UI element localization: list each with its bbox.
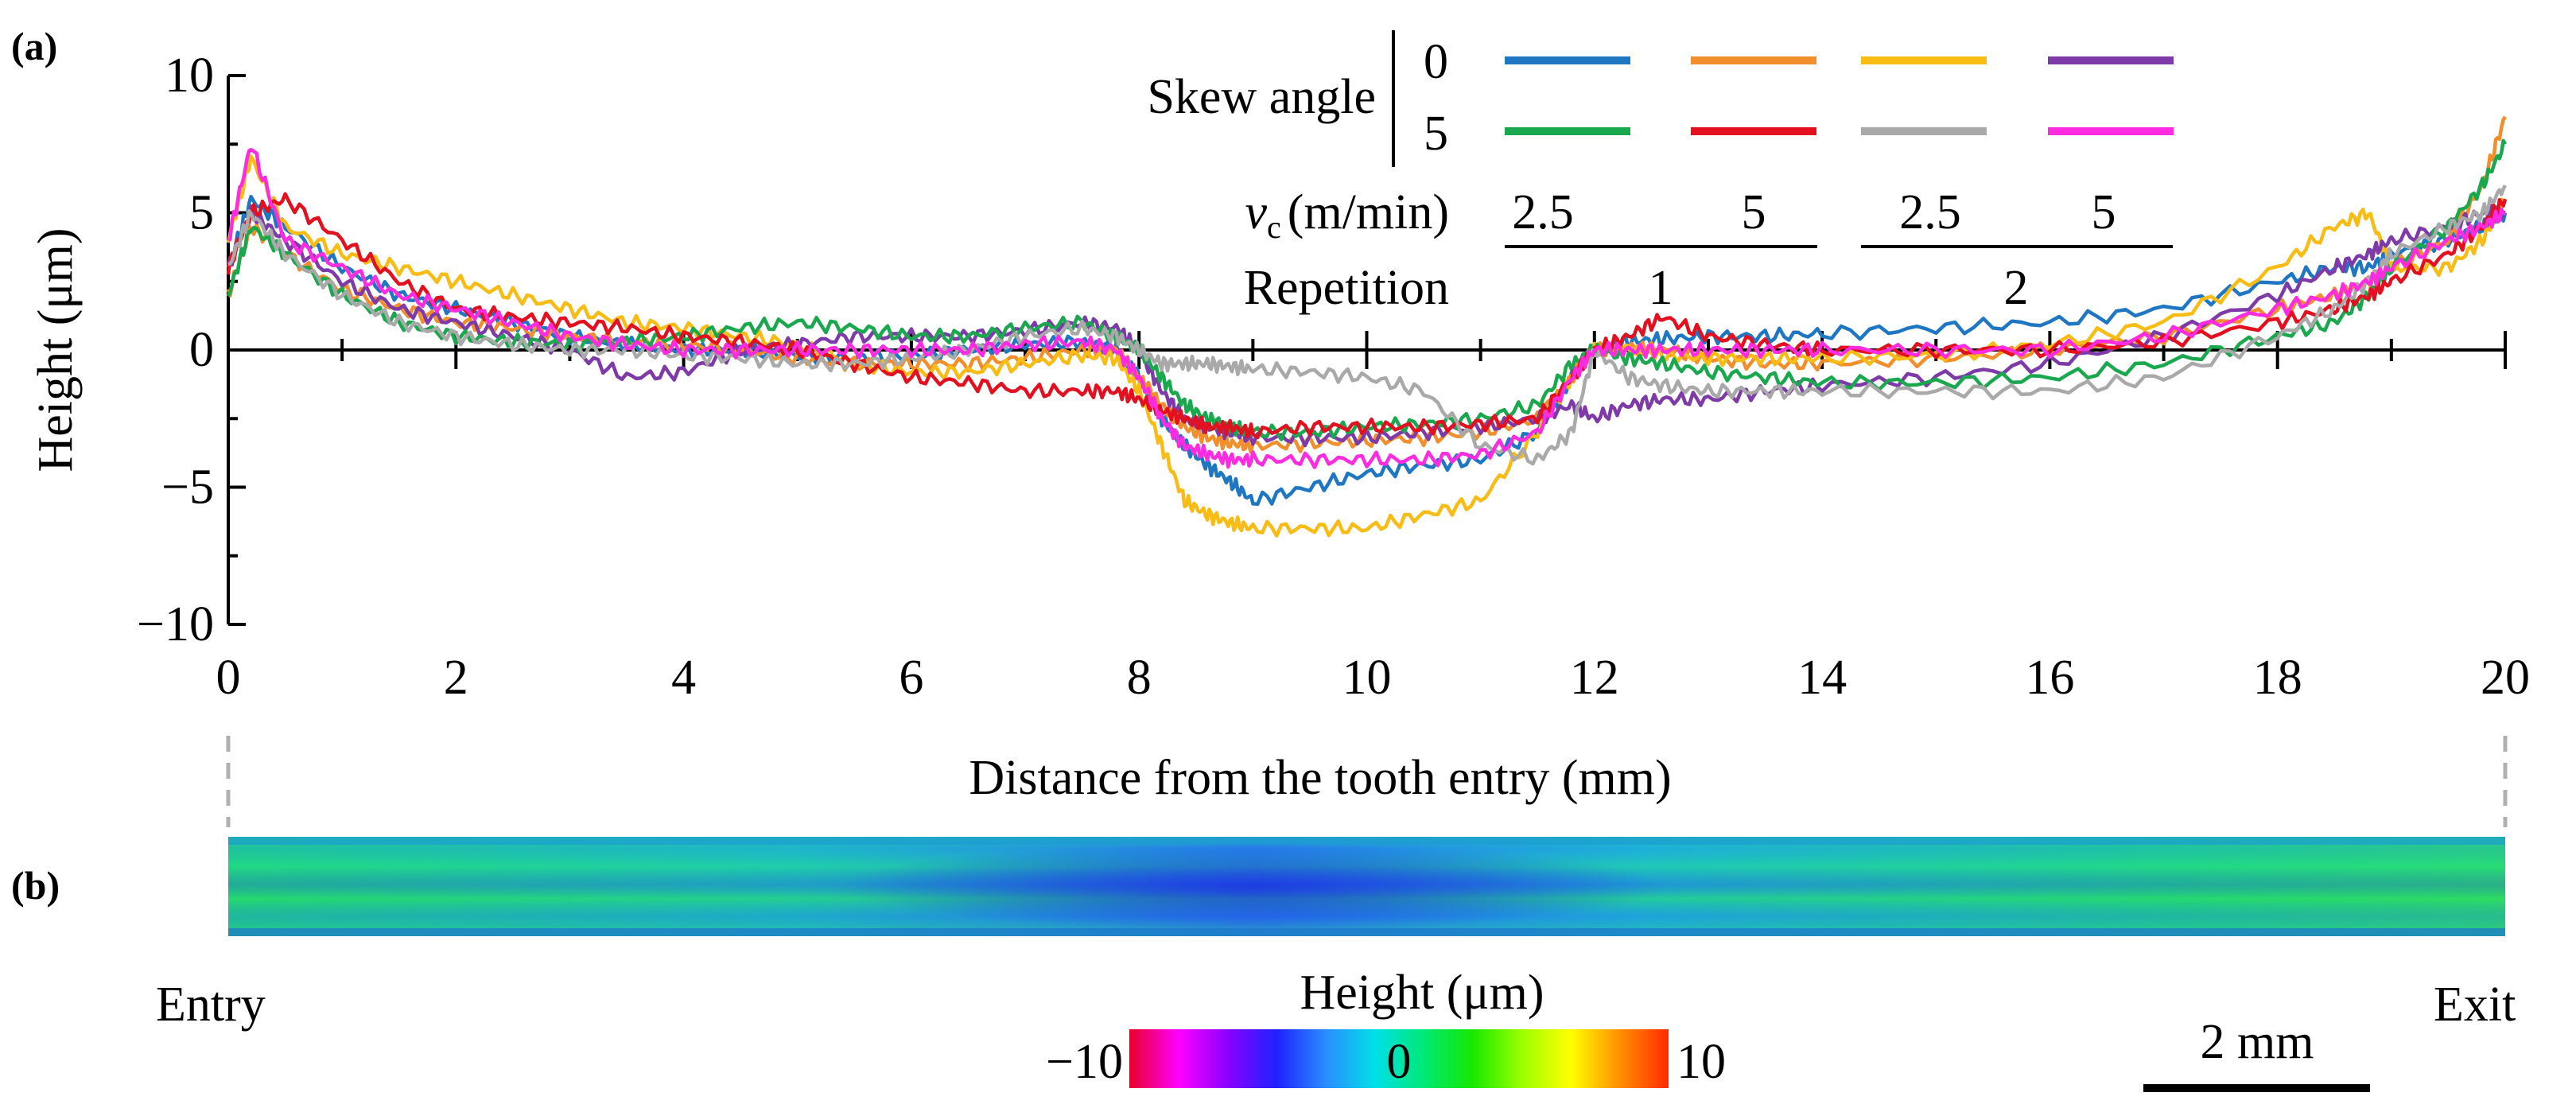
x-tick-label: 16: [2025, 651, 2074, 705]
legend-vc-subscript: c: [1267, 209, 1281, 245]
x-tick-label: 2: [444, 651, 468, 705]
x-tick-label: 18: [2253, 651, 2302, 705]
colorbar-max-label: 10: [1677, 1035, 1726, 1089]
legend-vc-3: 2.5: [1899, 185, 1961, 239]
legend-swatches: [1505, 56, 2174, 135]
series-line: [228, 184, 2508, 466]
series-line: [226, 194, 2508, 507]
panel-b-label: (b): [11, 863, 60, 908]
scale-bar-label: 2 mm: [2201, 1015, 2314, 1069]
legend-vc-unit: (m/min): [1288, 185, 1449, 239]
y-tick-label: −10: [137, 597, 214, 651]
y-tick-label: −5: [161, 461, 214, 515]
colorbar-min-label: −10: [1046, 1035, 1123, 1089]
colorbar-mid-label: 0: [1387, 1035, 1412, 1089]
y-tick-label: 0: [189, 323, 214, 377]
legend-repetition-label: Repetition: [1244, 261, 1449, 315]
x-tick-label: 6: [899, 651, 923, 705]
x-tick-label: 0: [216, 651, 241, 705]
series-line: [226, 192, 2508, 440]
legend-skew-label: Skew angle: [1147, 70, 1376, 124]
panel-a-label: (a): [11, 24, 57, 68]
x-tick-label: 10: [1342, 651, 1392, 705]
plot-series: [226, 115, 2508, 538]
y-tick-label: 5: [189, 186, 214, 240]
legend-vc-1: 2.5: [1512, 185, 1574, 239]
profile-dip: [839, 843, 1667, 931]
x-axis-label: Distance from the tooth entry (mm): [969, 751, 1671, 805]
legend-vc-2: 5: [1742, 185, 1766, 239]
profile-bottom-band: [228, 928, 2505, 936]
x-tick-label: 4: [671, 651, 696, 705]
entry-label: Entry: [156, 978, 266, 1032]
series-line: [226, 154, 2508, 538]
exit-label: Exit: [2434, 978, 2516, 1032]
colorbar-title: Height (μm): [1300, 966, 1544, 1020]
series-line: [227, 147, 2506, 469]
x-tick-label: 20: [2481, 651, 2530, 705]
profile-image: [228, 837, 2505, 936]
x-tick-label: 14: [1797, 651, 1847, 705]
y-tick-label: 10: [165, 49, 214, 103]
legend-rep-1: 1: [1649, 261, 1673, 315]
legend-rep-2: 2: [2004, 261, 2029, 315]
legend: Skew angle 0 5 vc (m/min) 2.5 5 2.5 5 Rep…: [1147, 30, 2174, 315]
legend-skew-0: 0: [1424, 35, 1448, 89]
y-axis-label: Height (μm): [29, 227, 83, 472]
profile-top-band: [228, 837, 2505, 845]
colorbar: [1129, 1029, 1669, 1088]
legend-vc-4: 5: [2092, 185, 2116, 239]
x-tick-label: 12: [1570, 651, 1619, 705]
legend-vc-label: vc (m/min): [1245, 185, 1450, 245]
legend-vc-symbol: v: [1245, 185, 1268, 239]
legend-skew-5: 5: [1424, 107, 1448, 161]
x-tick-label: 8: [1127, 651, 1152, 705]
